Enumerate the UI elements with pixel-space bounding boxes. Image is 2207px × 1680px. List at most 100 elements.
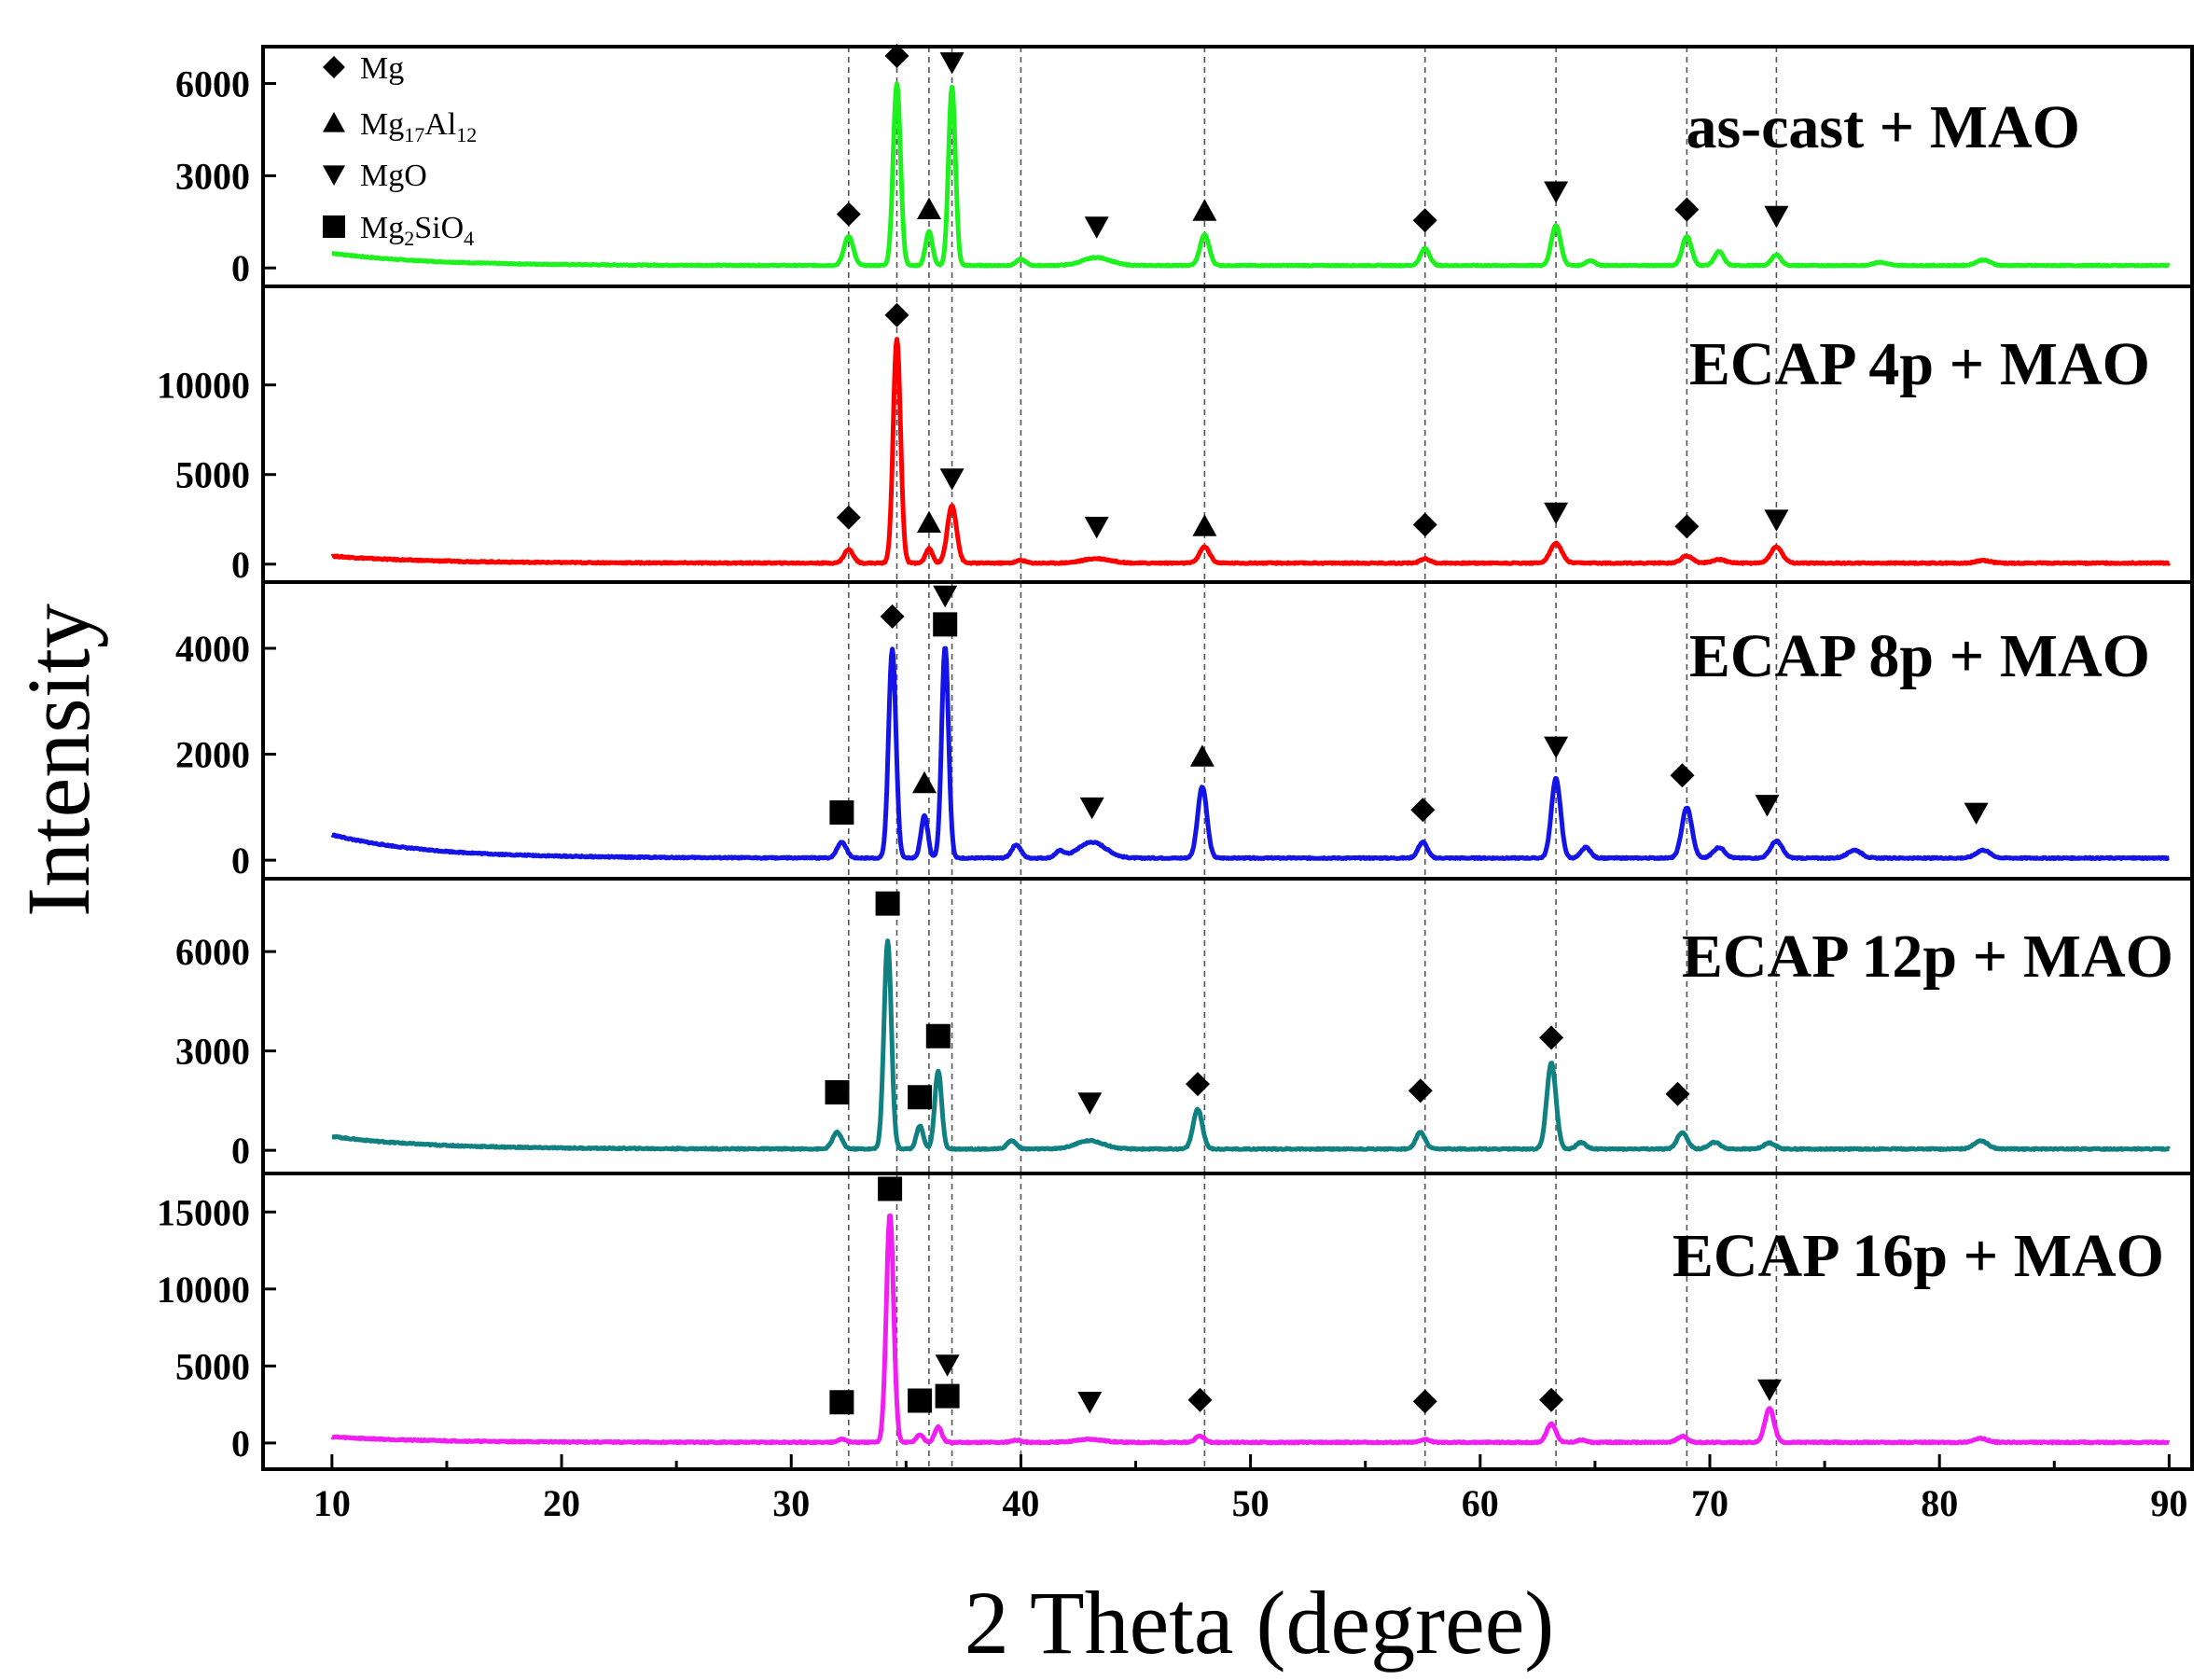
phase-marker-diamond — [1408, 1078, 1433, 1104]
phase-marker-diamond — [1665, 1081, 1690, 1106]
phase-marker-triangle-down — [1079, 797, 1104, 820]
x-tick-label: 70 — [1691, 1482, 1728, 1524]
y-tick-label: 0 — [231, 1130, 250, 1172]
phase-marker-diamond — [1186, 1072, 1210, 1097]
phase-marker-diamond — [836, 201, 861, 227]
phase-marker-diamond — [1539, 1387, 1564, 1412]
legend-marker-triangle-up — [323, 112, 345, 132]
phase-marker-triangle-down — [1544, 181, 1569, 203]
phase-marker-diamond — [1410, 798, 1436, 823]
phase-marker-square — [875, 891, 900, 916]
phase-marker-square — [878, 1176, 903, 1201]
phase-marker-triangle-down — [1764, 509, 1789, 532]
legend-label: Mg17Al12 — [360, 107, 477, 146]
x-tick-label: 20 — [543, 1482, 580, 1524]
phase-marker-triangle-down — [1764, 205, 1789, 229]
phase-marker-diamond — [1187, 1387, 1213, 1412]
phase-marker-triangle-up — [1192, 514, 1217, 536]
phase-marker-square — [933, 612, 958, 637]
phase-marker-triangle-up — [917, 510, 941, 533]
phase-marker-triangle-up — [1189, 744, 1215, 767]
y-axis-title: Intensity — [8, 604, 108, 917]
legend-label: Mg2SiO4 — [360, 211, 474, 250]
phase-marker-diamond — [1670, 763, 1695, 788]
panels: 0 3000 6000 as-cast + MAO 0 5000 10000 ECAP 4p … — [157, 43, 2194, 1471]
phase-marker-triangle-up — [1192, 199, 1217, 221]
x-tick-label: 80 — [1921, 1482, 1958, 1524]
series-line — [330, 938, 2171, 1152]
x-tick-label: 50 — [1232, 1482, 1270, 1524]
x-tick-label: 60 — [1462, 1482, 1499, 1524]
y-tick-label: 4000 — [175, 628, 250, 670]
legend-marker-square — [323, 215, 345, 238]
phase-marker-square — [908, 1085, 933, 1110]
series-line — [330, 646, 2171, 861]
phase-marker-square — [908, 1388, 933, 1413]
phase-marker-triangle-down — [1544, 502, 1569, 525]
x-tick-label: 90 — [2150, 1482, 2187, 1524]
panel-5: 0 5000 10000 15000 ECAP 16p + MAO — [157, 1172, 2194, 1471]
panel-label: ECAP 16p + MAO — [1673, 1222, 2164, 1290]
phase-marker-square — [925, 1023, 951, 1048]
legend-marker-diamond — [323, 56, 345, 78]
y-tick-label: 15000 — [157, 1191, 250, 1233]
phase-marker-triangle-up — [917, 197, 941, 219]
y-tick-label: 3000 — [175, 155, 250, 197]
y-tick-label: 6000 — [175, 63, 250, 105]
legend-marker-triangle-down — [323, 165, 345, 186]
x-axis-title: 2 Theta (degree) — [965, 1573, 1555, 1673]
series-line — [330, 1213, 2171, 1446]
phase-marker-diamond — [1674, 197, 1700, 222]
phase-marker-triangle-down — [1757, 1379, 1782, 1402]
y-tick-label: 0 — [231, 1423, 250, 1465]
phase-marker-triangle-down — [1755, 795, 1780, 817]
legend-label: Mg — [360, 51, 404, 86]
series-line — [330, 337, 2172, 566]
phase-marker-square — [935, 1383, 960, 1409]
panel-4: 0 3000 6000 ECAP 12p + MAO — [175, 877, 2194, 1175]
phase-marker-triangle-down — [1964, 802, 1989, 825]
phase-marker-diamond — [1412, 512, 1437, 537]
phase-marker-triangle-down — [1084, 216, 1109, 239]
phase-marker-triangle-down — [933, 585, 958, 608]
legend: Mg Mg17Al12 MgO Mg2SiO4 — [323, 51, 477, 250]
y-tick-label: 10000 — [157, 1269, 250, 1311]
y-tick-label: 0 — [231, 247, 250, 289]
y-tick-label: 3000 — [175, 1031, 250, 1073]
phase-marker-triangle-down — [939, 52, 965, 75]
phase-marker-diamond — [1539, 1025, 1564, 1050]
panel-label: as-cast + MAO — [1686, 93, 2080, 161]
y-tick-label: 5000 — [175, 454, 250, 496]
phase-marker-diamond — [1412, 1389, 1437, 1414]
x-tick-label: 30 — [772, 1482, 810, 1524]
phase-marker-diamond — [884, 43, 909, 68]
panel-frame — [261, 1172, 2194, 1471]
phase-marker-triangle-down — [939, 468, 965, 491]
panel-label: ECAP 8p + MAO — [1689, 622, 2150, 690]
panel-label: ECAP 12p + MAO — [1682, 923, 2173, 991]
phase-marker-diamond — [884, 302, 909, 327]
phase-marker-diamond — [1674, 514, 1700, 539]
phase-marker-diamond — [1412, 208, 1437, 233]
x-tick-label: 40 — [1002, 1482, 1039, 1524]
y-tick-label: 0 — [231, 544, 250, 586]
phase-marker-triangle-down — [935, 1354, 960, 1377]
phase-marker-square — [829, 1390, 854, 1415]
phase-marker-diamond — [880, 604, 905, 629]
phase-marker-triangle-down — [1544, 736, 1569, 758]
phase-marker-triangle-up — [912, 771, 937, 794]
panel-3: 0 2000 4000 ECAP 8p + MAO — [175, 580, 2194, 882]
y-tick-label: 6000 — [175, 931, 250, 973]
panel-label: ECAP 4p + MAO — [1689, 330, 2150, 398]
legend-label: MgO — [360, 159, 427, 193]
y-tick-label: 10000 — [157, 365, 250, 407]
phase-marker-diamond — [836, 505, 861, 530]
phase-marker-square — [825, 1080, 850, 1104]
y-tick-label: 2000 — [175, 734, 250, 776]
phase-marker-triangle-down — [1077, 1092, 1103, 1115]
phase-marker-triangle-down — [1084, 517, 1109, 539]
y-tick-label: 5000 — [175, 1345, 250, 1387]
phase-marker-triangle-down — [1077, 1392, 1103, 1414]
